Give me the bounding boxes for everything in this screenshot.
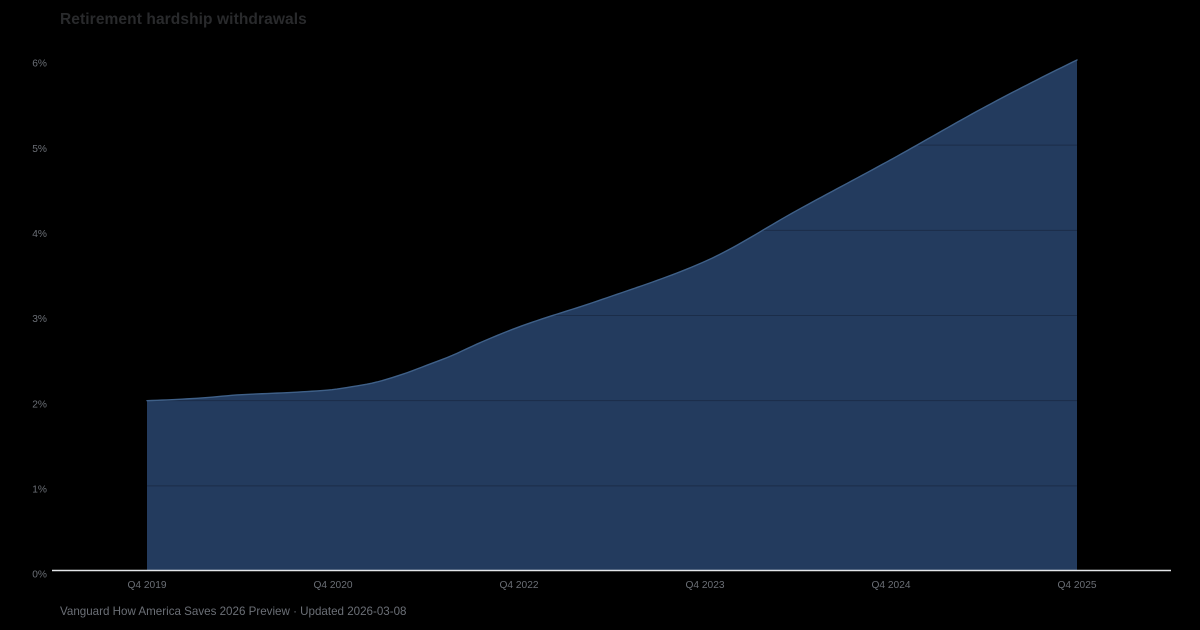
svg-text:0%: 0% [32, 570, 47, 581]
svg-text:3%: 3% [32, 314, 47, 325]
svg-text:Q4 2023: Q4 2023 [685, 580, 724, 591]
svg-text:Q4 2019: Q4 2019 [127, 580, 166, 591]
svg-text:2%: 2% [32, 399, 47, 410]
svg-text:Q4 2020: Q4 2020 [313, 580, 352, 591]
svg-text:6%: 6% [32, 59, 47, 70]
svg-text:5%: 5% [32, 144, 47, 155]
svg-text:Q4 2024: Q4 2024 [871, 580, 910, 591]
svg-text:4%: 4% [32, 229, 47, 240]
svg-text:Q4 2022: Q4 2022 [499, 580, 538, 591]
svg-text:Q4 2025: Q4 2025 [1057, 580, 1096, 591]
svg-text:1%: 1% [32, 485, 47, 496]
